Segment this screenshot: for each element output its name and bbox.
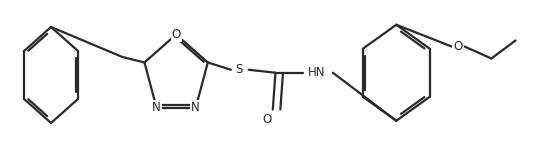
Text: O: O — [453, 40, 463, 53]
Text: HN: HN — [308, 66, 325, 79]
Text: N: N — [152, 101, 161, 114]
Text: O: O — [171, 28, 181, 41]
Text: S: S — [235, 63, 243, 76]
Text: O: O — [263, 113, 272, 126]
Text: N: N — [191, 101, 200, 114]
